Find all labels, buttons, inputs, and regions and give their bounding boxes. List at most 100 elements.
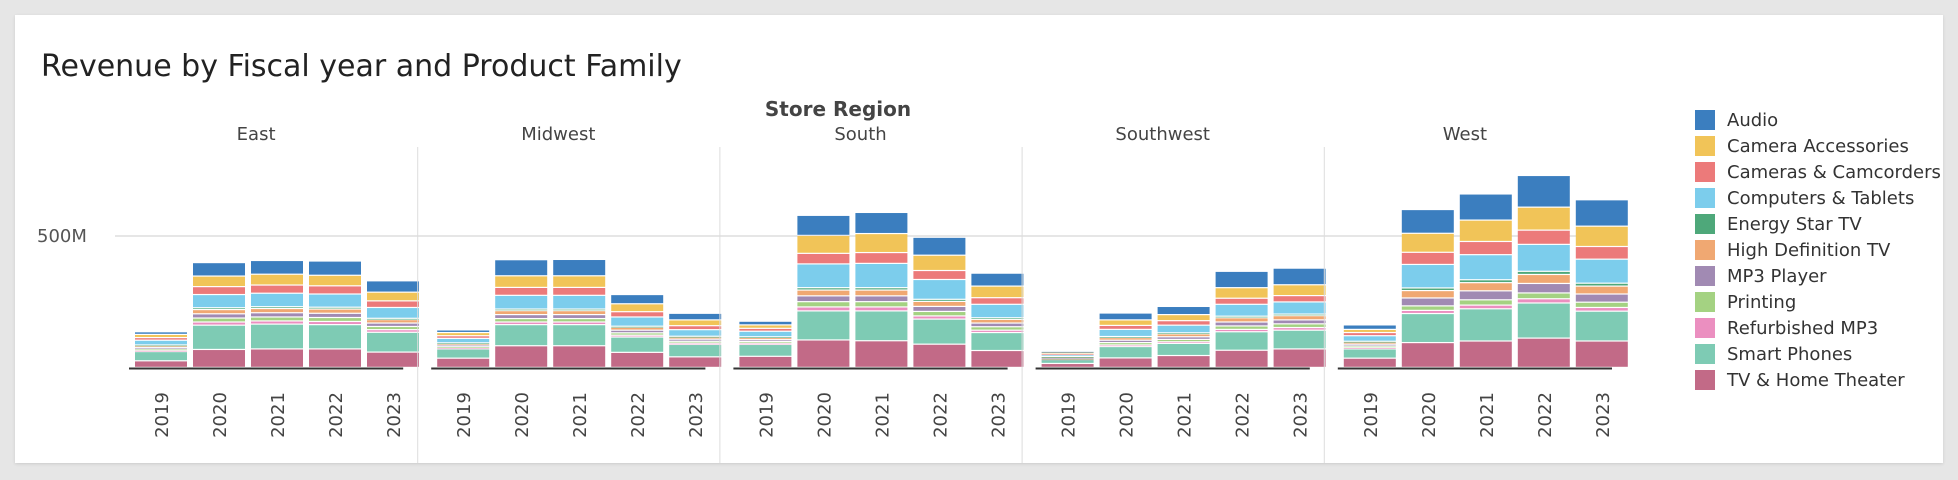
bar-segment-mp3-player <box>309 313 361 317</box>
bar-segment-high-definition-tv <box>193 310 245 314</box>
bar-segment-computers-tablets <box>1517 244 1570 271</box>
bar-segment-energy-star-tv <box>1517 271 1570 274</box>
x-tick-label: 2021 <box>872 392 893 438</box>
bar-segment-mp3-player <box>1273 320 1326 324</box>
bar-segment-audio <box>1215 271 1268 288</box>
legend-item[interactable]: Camera Accessories <box>1695 133 1941 159</box>
bar-segment-mp3-player <box>1041 358 1094 359</box>
bar-segment-tv-home-theater <box>251 349 303 367</box>
x-tick-label: 2022 <box>628 392 649 438</box>
x-tick-label: 2021 <box>570 392 591 438</box>
x-tick-label: 2021 <box>1175 392 1196 438</box>
bar-segment-high-definition-tv <box>495 311 548 314</box>
bar-segment-energy-star-tv <box>797 288 850 290</box>
legend-item[interactable]: MP3 Player <box>1695 263 1941 289</box>
legend-label: Energy Star TV <box>1727 213 1862 235</box>
bar-segment-tv-home-theater <box>971 351 1024 367</box>
legend-item[interactable]: Audio <box>1695 107 1941 133</box>
bar-segment-computers-tablets <box>669 330 722 336</box>
bar-segment-computers-tablets <box>495 295 548 309</box>
legend-item[interactable]: Energy Star TV <box>1695 211 1941 237</box>
bar-segment-tv-home-theater <box>309 349 361 367</box>
bar-segment-cameras-camcorders <box>739 328 792 331</box>
legend-label: Audio <box>1727 109 1779 131</box>
bar-segment-energy-star-tv <box>437 343 490 345</box>
bar-segment-printing <box>913 312 966 316</box>
bar-segment-high-definition-tv <box>797 290 850 296</box>
bar-segment-cameras-camcorders <box>553 288 606 295</box>
bar-segment-mp3-player <box>553 315 606 318</box>
legend-label: Smart Phones <box>1727 343 1853 365</box>
bar-segment-high-definition-tv <box>1401 291 1454 298</box>
bar-segment-cameras-camcorders <box>913 271 966 279</box>
bar-segment-audio <box>1517 176 1570 207</box>
x-tick-label: 2019 <box>454 392 475 438</box>
bar-segment-refurbished-mp3 <box>1157 342 1210 343</box>
bar-segment-printing <box>135 349 187 351</box>
bar-segment-energy-star-tv <box>193 308 245 309</box>
bar-segment-camera-accessories <box>913 255 966 270</box>
bar-segment-cameras-camcorders <box>669 326 722 330</box>
legend-item[interactable]: Smart Phones <box>1695 341 1941 367</box>
legend-swatch <box>1695 266 1715 286</box>
bar-segment-cameras-camcorders <box>1273 296 1326 302</box>
bar-segment-energy-star-tv <box>611 326 664 328</box>
bar-segment-tv-home-theater <box>553 346 606 367</box>
bar-segment-camera-accessories <box>553 276 606 287</box>
bar-segment-smart-phones <box>367 332 419 352</box>
x-tick-label: 2023 <box>1593 392 1614 438</box>
bar-segment-mp3-player <box>193 314 245 318</box>
bar-segment-tv-home-theater <box>797 340 850 367</box>
bar-segment-tv-home-theater <box>1401 343 1454 367</box>
x-tick-label: 2019 <box>756 392 777 438</box>
bar-segment-refurbished-mp3 <box>913 316 966 319</box>
legend-item[interactable]: TV & Home Theater <box>1695 367 1941 393</box>
legend-item[interactable]: High Definition TV <box>1695 237 1941 263</box>
bar-segment-energy-star-tv <box>1041 357 1094 358</box>
bar-segment-energy-star-tv <box>739 337 792 338</box>
x-tick-label: 2019 <box>152 392 173 438</box>
bar-segment-computers-tablets <box>913 280 966 299</box>
legend-swatch <box>1695 162 1715 182</box>
bar-segment-high-definition-tv <box>367 320 419 323</box>
bar-segment-refurbished-mp3 <box>739 343 792 345</box>
bar-segment-high-definition-tv <box>309 309 361 313</box>
bar-segment-cameras-camcorders <box>437 336 490 338</box>
bar-segment-camera-accessories <box>1099 320 1152 325</box>
facet-label-midwest: Midwest <box>521 124 595 145</box>
bar-segment-audio <box>553 260 606 276</box>
bar-segment-high-definition-tv <box>971 319 1024 323</box>
legend-item[interactable]: Refurbished MP3 <box>1695 315 1941 341</box>
bar-segment-mp3-player <box>971 323 1024 327</box>
bar-segment-high-definition-tv <box>1273 316 1326 320</box>
bar-segment-cameras-camcorders <box>855 253 908 263</box>
bar-segment-printing <box>1157 340 1210 342</box>
legend-item[interactable]: Computers & Tablets <box>1695 185 1941 211</box>
facet-axis-title: Store Region <box>765 97 911 121</box>
legend-item[interactable]: Printing <box>1695 289 1941 315</box>
bar-segment-audio <box>437 330 490 332</box>
bar-segment-refurbished-mp3 <box>437 348 490 350</box>
bar-segment-tv-home-theater <box>739 356 792 367</box>
x-tick-label: 2022 <box>1535 392 1556 438</box>
bar-segment-printing <box>1459 300 1512 305</box>
bar-segment-printing <box>553 319 606 322</box>
x-tick-label: 2023 <box>384 392 405 438</box>
bar-segment-tv-home-theater <box>913 344 966 367</box>
bar-segment-smart-phones <box>1099 347 1152 358</box>
bar-segment-high-definition-tv <box>1157 334 1210 337</box>
bar-segment-printing <box>193 318 245 322</box>
facet-label-west: West <box>1443 124 1487 145</box>
bar-segment-refurbished-mp3 <box>1575 308 1628 311</box>
bar-segment-high-definition-tv <box>1517 275 1570 283</box>
bar-segment-camera-accessories <box>855 234 908 252</box>
bar-segment-printing <box>437 347 490 348</box>
legend-swatch <box>1695 214 1715 234</box>
bar-segment-smart-phones <box>1517 303 1570 338</box>
bar-segment-refurbished-mp3 <box>1215 329 1268 332</box>
chart-title: Revenue by Fiscal year and Product Famil… <box>41 49 682 84</box>
legend-swatch <box>1695 136 1715 156</box>
legend-item[interactable]: Cameras & Camcorders <box>1695 159 1941 185</box>
bar-segment-camera-accessories <box>1459 220 1512 241</box>
bar-segment-printing <box>1099 343 1152 345</box>
